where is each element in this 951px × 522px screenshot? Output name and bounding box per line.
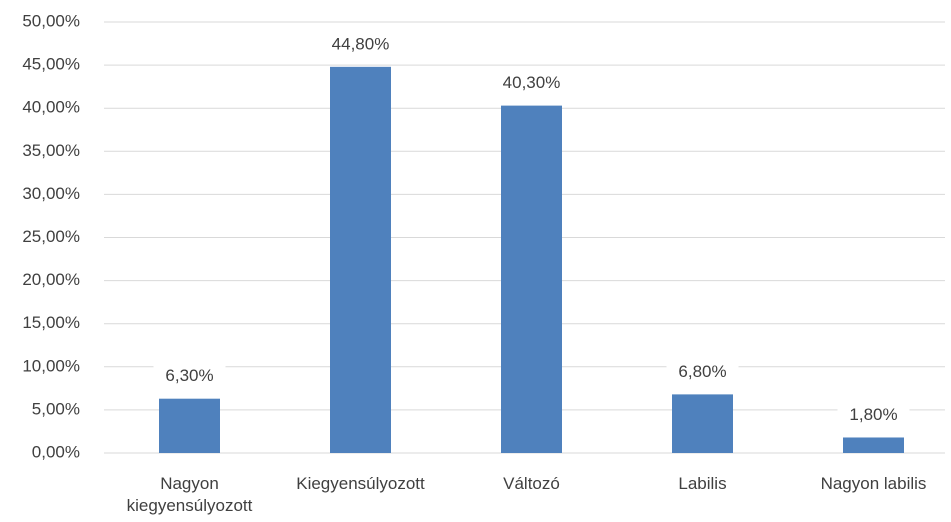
y-tick-label: 25,00% — [22, 227, 80, 246]
y-tick-label: 50,00% — [22, 11, 80, 30]
x-tick-label: Labilis — [678, 474, 727, 493]
data-label: 1,80% — [849, 405, 897, 424]
data-label: 6,30% — [165, 366, 213, 385]
data-label: 40,30% — [503, 73, 561, 92]
y-tick-label: 0,00% — [32, 442, 80, 461]
data-label-bg — [495, 71, 568, 96]
data-label-bg — [324, 32, 397, 57]
data-label-bg — [666, 360, 739, 385]
data-label: 44,80% — [332, 34, 390, 53]
y-tick-label: 30,00% — [22, 184, 80, 203]
x-tick-label: Változó — [503, 474, 560, 493]
y-tick-label: 35,00% — [22, 141, 80, 160]
data-label-bg — [153, 364, 226, 389]
data-label: 6,80% — [678, 362, 726, 381]
bar — [501, 105, 562, 453]
bar — [330, 66, 391, 453]
bar — [843, 437, 904, 453]
y-tick-label: 5,00% — [32, 399, 80, 418]
y-tick-label: 10,00% — [22, 356, 80, 375]
data-label-bg — [837, 403, 910, 428]
bar — [159, 398, 220, 453]
y-tick-label: 20,00% — [22, 270, 80, 289]
x-tick-label: Nagyon labilis — [820, 474, 927, 493]
x-tick-label: Kiegyensúlyozott — [296, 474, 425, 493]
bar — [672, 394, 733, 453]
x-tick-label: Nagyon kiegyensúlyozott — [126, 474, 253, 515]
y-tick-label: 40,00% — [22, 98, 80, 117]
y-tick-label: 45,00% — [22, 55, 80, 74]
y-tick-label: 15,00% — [22, 313, 80, 332]
